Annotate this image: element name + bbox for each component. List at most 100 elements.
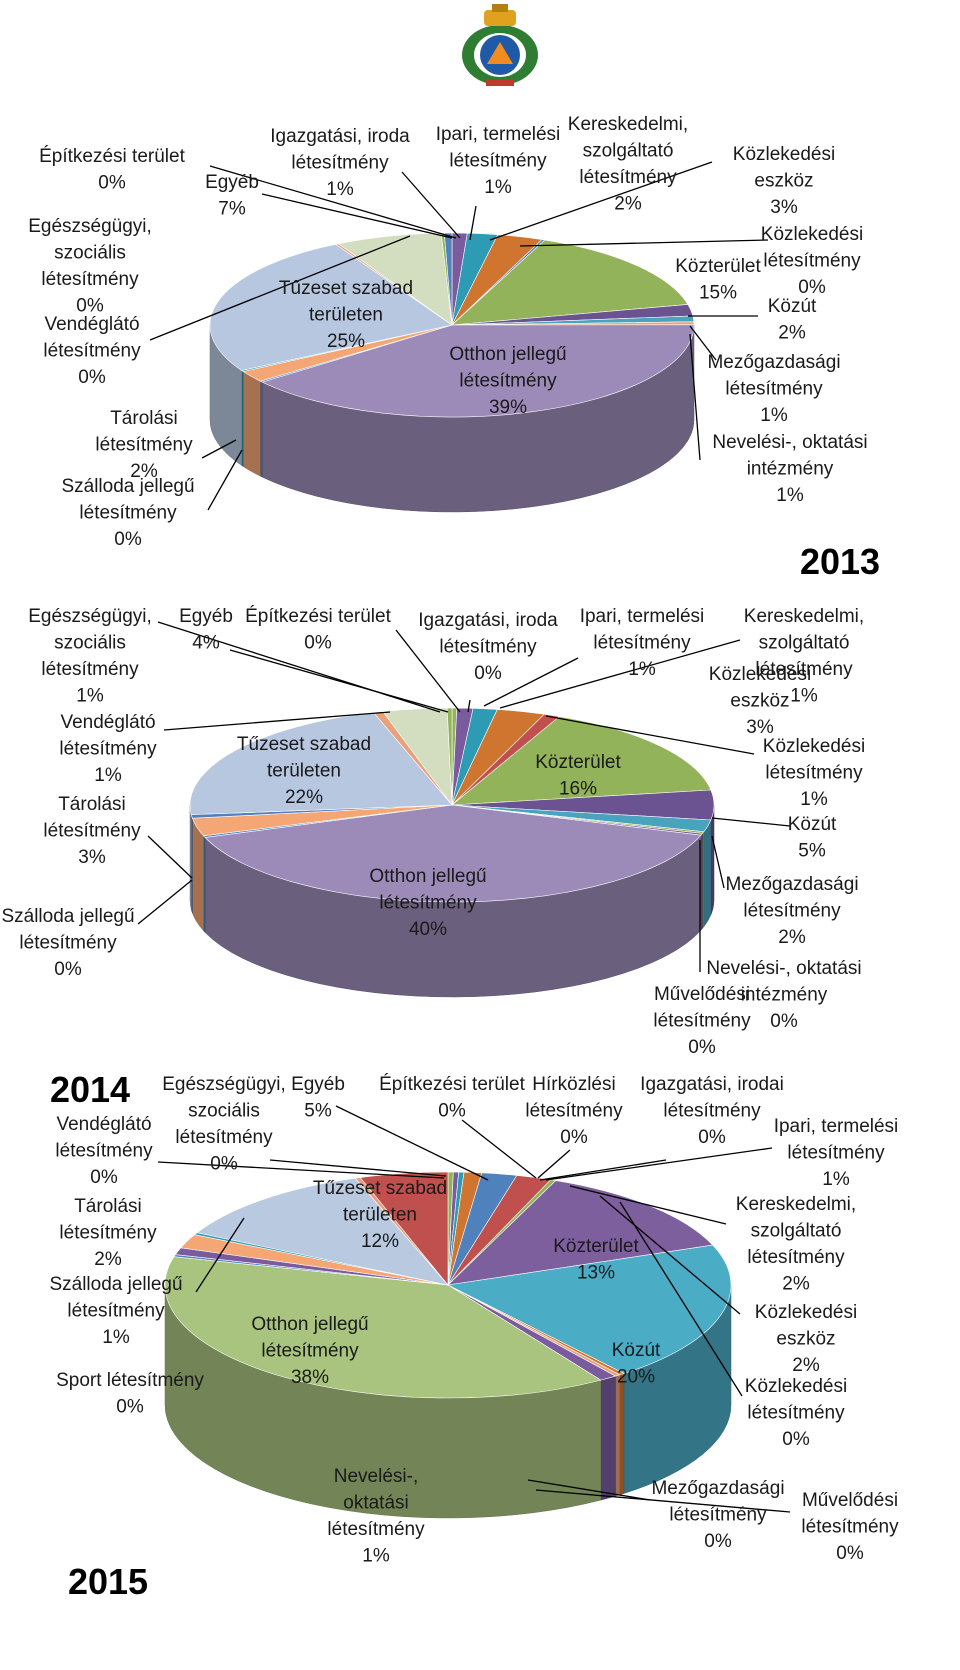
- pie-side-mezogazdasagi-letesitmeny: [619, 1373, 625, 1496]
- data-label-2015-otthon-jellegu-letesitmeny: Otthon jellegű létesítmény 38%: [251, 1314, 368, 1388]
- data-label-2015-epitkezesi-terulet: Építkezési terület 0%: [379, 1074, 525, 1122]
- data-label-2015-ipari-termelesi-letesitmeny: Ipari, termelési létesítmény 1%: [774, 1116, 899, 1190]
- data-label-2014-igazgatasi-iroda-letesitmeny: Igazgatási, iroda létesítmény 0%: [418, 610, 558, 684]
- data-label-2013-vendeglato-letesitmeny: Vendéglátó létesítmény 0%: [43, 314, 141, 388]
- leader-line-2013-nevelesi-oktatasi-intezmeny: [689, 333, 701, 461]
- leader-line-2015-kozlekedesi-eszkoz: [599, 1195, 741, 1315]
- data-label-2015-kereskedelmi-szolgaltato-letesitmeny: Kereskedelmi, szolgáltató létesítmény 2%: [736, 1194, 856, 1295]
- data-label-2013-otthon-jellegu-letesitmeny: Otthon jellegű létesítmény 39%: [449, 344, 566, 418]
- pie-side-tuzeset-szabad-teruleten: [189, 804, 192, 910]
- data-label-2014-tarolasi-letesitmeny: Tárolási létesítmény 3%: [43, 794, 141, 868]
- pie-slice-tuzeset-szabad-teruleten: [196, 1177, 449, 1286]
- disaster-management-emblem-icon: [462, 4, 538, 86]
- data-label-2015-egyeb: Egyéb 5%: [291, 1074, 345, 1122]
- leader-line-2014-kereskedelmi-szolgaltato-letesitmeny: [499, 639, 741, 709]
- pie-side-kozut: [710, 804, 715, 916]
- data-label-2013-tuzeset-szabad-teruleten: Tűzeset szabad területen 25%: [279, 278, 413, 352]
- data-labels: Ipari, termelési létesítmény 1%Kereskedelm…: [1, 114, 899, 1567]
- pie-chart-2013: [209, 232, 695, 513]
- leader-line-2013-kereskedelmi-szolgaltato-letesitmeny: [489, 161, 713, 241]
- leader-line-2014-kozut: [711, 817, 791, 827]
- leader-line-2013-szalloda-jellegu-letesitmeny: [207, 449, 243, 511]
- leader-line-2014-mezogazdasagi-letesitmeny: [711, 835, 725, 889]
- leader-line-2014-kozterulet: [545, 715, 755, 755]
- leader-lines: [137, 161, 791, 1513]
- data-label-2014-ipari-termelesi-letesitmeny: Ipari, termelési létesítmény 1%: [580, 606, 705, 680]
- data-label-2015-igazgatasi-irodai-letesitmeny: Igazgatási, irodai létesítmény 0%: [640, 1074, 784, 1148]
- leader-line-2014-egyeb: [229, 649, 449, 713]
- data-label-2015-szalloda-jellegu-letesitmeny: Szálloda jellegű létesítmény 1%: [49, 1274, 182, 1348]
- data-label-2014-epitkezesi-terulet: Építkezési terület 0%: [245, 606, 391, 654]
- data-label-2014-kozterulet: Közlekedési létesítmény 1%: [763, 736, 865, 810]
- leader-line-2013-vendeglato-letesitmeny: [149, 235, 411, 341]
- data-label-2013-igazgatasi-iroda-letesitmeny: Igazgatási, iroda létesítmény 1%: [270, 126, 410, 200]
- data-label-2015-kozterulet: Közterület 13%: [553, 1236, 639, 1284]
- pie-slices: [189, 707, 715, 903]
- leader-line-2015-hirkozlesi-letesitmeny: [537, 1149, 571, 1179]
- pie-side-mezogazdasagi-letesitmeny: [703, 819, 712, 928]
- data-label-2014-nevelesi-oktatasi-intezmeny: Nevelési-, oktatási intézmény 0%: [706, 958, 861, 1032]
- pie-side-muvelodesi-letesitmeny: [615, 1374, 621, 1497]
- leader-line-2013-egyeb: [261, 193, 453, 239]
- data-label-2014-otthon-jellegu-letesitmeny: Otthon jellegű létesítmény 40%: [369, 866, 486, 940]
- leader-line-2013-epitkezesi-terulet: [209, 165, 457, 239]
- data-label-2013-kozterulet: Közterület 15%: [675, 256, 761, 304]
- leader-line-2015-szalloda-jellegu-letesitmeny: [195, 1217, 245, 1293]
- pie-slice-kozut: [447, 1244, 732, 1374]
- data-label-2014-szalloda-jellegu-letesitmeny: Szálloda jellegű létesítmény 0%: [1, 906, 134, 980]
- data-label-2015-kozlekedesi-eszkoz: Közlekedési eszköz 2%: [755, 1302, 857, 1376]
- pie-slice-epitkezesi-terulet: [446, 707, 453, 806]
- leader-line-2015-mezogazdasagi-letesitmeny: [527, 1479, 651, 1501]
- data-label-2013-ipari-termelesi-letesitmeny: Ipari, termelési létesítmény 1%: [436, 124, 561, 198]
- pie-side-walls: [189, 804, 715, 998]
- data-label-2015-tuzeset-szabad-teruleten: Tűzeset szabad területen 12%: [313, 1178, 447, 1252]
- data-label-2014-tuzeset-szabad-teruleten: Tűzeset szabad területen 22%: [237, 734, 371, 808]
- leader-line-2015-vendeglato-letesitmeny: [157, 1161, 445, 1179]
- data-label-2014-kozlekedesi-eszkoz: Közlekedési eszköz 3%: [709, 664, 811, 738]
- data-label-2015-muvelodesi-letesitmeny: Művelődési létesítmény 0%: [801, 1490, 899, 1564]
- leader-line-2014-szalloda-jellegu-letesitmeny: [137, 879, 193, 925]
- pie-slice-tuzeset-szabad-teruleten: [209, 244, 453, 371]
- pie-slice-igazgatasi-iroda-letesitmeny: [443, 232, 453, 326]
- data-label-2015-sport-letesitmeny: Sport létesítmény 0%: [56, 1370, 204, 1418]
- pie-slice-kozterulet: [451, 239, 689, 326]
- leader-line-2013-tarolasi-letesitmeny: [201, 439, 237, 459]
- leader-line-2014-epitkezesi-terulet: [395, 629, 461, 713]
- data-label-2015-kozlekedesi-letesitmeny: Közlekedési létesítmény 0%: [745, 1376, 847, 1450]
- data-label-2013-nevelesi-oktatasi-intezmeny: Nevelési-, oktatási intézmény 1%: [712, 432, 867, 506]
- pie-side-tarolasi-letesitmeny: [242, 371, 261, 477]
- chart-title-2015: 2015: [68, 1561, 148, 1602]
- data-label-2013-egyeb: Egyéb 7%: [205, 172, 259, 220]
- data-label-2014-muvelodesi-letesitmeny: Művelődési létesítmény 0%: [653, 984, 751, 1058]
- pie-chart-2015: [164, 1171, 732, 1519]
- data-label-2013-kozlekedesi-eszkoz: Közlekedési eszköz 3%: [733, 144, 835, 218]
- leader-line-2013-ipari-termelesi-letesitmeny: [469, 205, 477, 241]
- pie-side-szalloda-jellegu-letesitmeny: [260, 380, 263, 478]
- data-label-2013-kozlekedesi-letesitmeny: Közlekedési létesítmény 0%: [761, 224, 863, 298]
- pie-slice-otthon-jellegu-letesitmeny: [204, 804, 702, 903]
- leader-line-2014-vendeglato-letesitmeny: [163, 711, 391, 731]
- chart-title-2013: 2013: [800, 541, 880, 582]
- data-label-2013-tarolasi-letesitmeny: Tárolási létesítmény 2%: [95, 408, 193, 482]
- data-label-2013-szalloda-jellegu-letesitmeny: Szálloda jellegű létesítmény 0%: [61, 476, 194, 550]
- leader-line-2015-muvelodesi-letesitmeny: [535, 1489, 791, 1513]
- data-label-2014-vendeglato-letesitmeny: Vendéglátó létesítmény 1%: [59, 712, 157, 786]
- data-label-2015-hirkozlesi-letesitmeny: Hírközlési létesítmény 0%: [525, 1074, 623, 1148]
- data-label-2014-egyeb: Egyéb 4%: [179, 606, 233, 654]
- leader-line-2015-egeszsegugyi-szocialis-letesitmeny: [269, 1159, 447, 1177]
- pie-slice-egyeb: [359, 1171, 449, 1286]
- leader-line-2014-ipari-termelesi-letesitmeny: [483, 657, 579, 707]
- data-label-2015-egeszsegugyi-szocialis-letesitmeny: Egészségügyi, szociális létesítmény 0%: [162, 1074, 286, 1175]
- leader-line-2014-tarolasi-letesitmeny: [147, 835, 193, 879]
- pie-slices: [164, 1171, 732, 1399]
- leader-line-2015-egyeb: [335, 1105, 489, 1181]
- pie-side-tarolasi-letesitmeny: [192, 818, 204, 932]
- data-label-2013-epitkezesi-terulet: Építkezési terület 0%: [39, 146, 185, 194]
- leader-line-2015-igazgatasi-irodai-letesitmeny: [539, 1159, 667, 1181]
- data-label-2014-egeszsegugyi-szocialis-letesitmeny: Egészségügyi, szociális létesítmény 1%: [28, 606, 152, 707]
- leader-line-2015-kereskedelmi-szolgaltato-letesitmeny: [569, 1185, 727, 1225]
- pie-slice-otthon-jellegu-letesitmeny: [261, 324, 695, 418]
- pie-slice-otthon-jellegu-letesitmeny: [164, 1256, 602, 1399]
- data-label-2013-kozut: Közút 2%: [768, 296, 817, 344]
- data-label-2015-mezogazdasagi-letesitmeny: Mezőgazdasági létesítmény 0%: [651, 1478, 784, 1552]
